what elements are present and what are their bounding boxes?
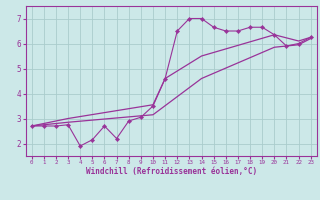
X-axis label: Windchill (Refroidissement éolien,°C): Windchill (Refroidissement éolien,°C) (86, 167, 257, 176)
